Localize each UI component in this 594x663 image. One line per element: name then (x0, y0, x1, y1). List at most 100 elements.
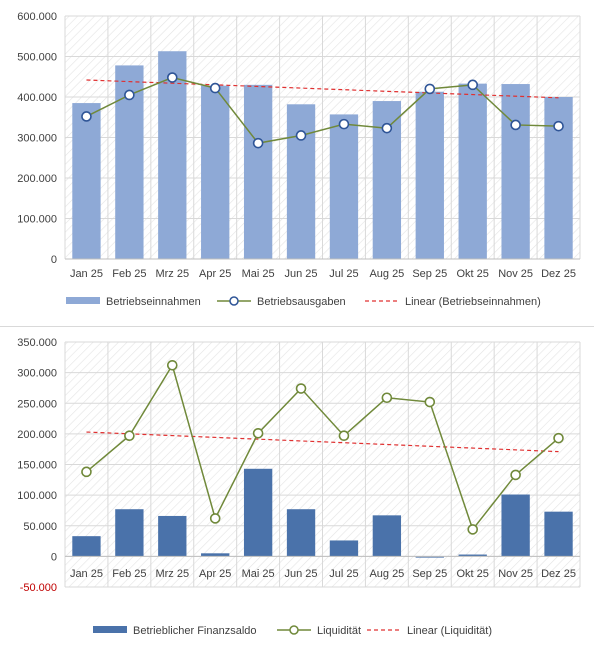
bar (415, 556, 444, 558)
y-tick-label: 350.000 (17, 337, 57, 349)
y-tick-label: 100.000 (17, 214, 57, 226)
x-tick-label: Dez 25 (541, 568, 576, 580)
chart-einnahmen-ausgaben: 0 100.000 200.000 300.000 400.000 500.000 600.… (0, 0, 594, 325)
y-tick-label: 400.000 (17, 92, 57, 104)
x-tick-label: Mrz 25 (155, 568, 189, 580)
legend-label-line: Liquidität (317, 625, 361, 637)
x-tick-label: Feb 25 (112, 268, 146, 280)
bar (458, 83, 487, 259)
line-point (166, 72, 178, 83)
legend-swatch-bars (93, 626, 127, 633)
line-point (252, 137, 264, 149)
bar (458, 554, 487, 557)
x-tick-label: Sep 25 (412, 268, 447, 280)
chart-finanzsaldo-liquiditaet-svg: -50.000 0 50.000 100.000 150.000 200.000 250.0… (17, 337, 581, 637)
line-point (124, 430, 135, 442)
series-line (86, 76, 559, 144)
x-tick-label: Mai 25 (242, 568, 275, 580)
y-tick-label: 50.000 (23, 521, 57, 533)
line-point (338, 430, 350, 442)
y-tick-label: 200.000 (17, 173, 57, 185)
x-tick-label: Apr 25 (199, 568, 231, 580)
chart-finanzsaldo-liquiditaet: -50.000 0 50.000 100.000 150.000 200.000 250.0… (0, 333, 594, 663)
bar (329, 114, 359, 259)
x-tick-label: Mrz 25 (155, 268, 189, 280)
x-tick-label: Jun 25 (285, 268, 318, 280)
bar (158, 51, 187, 259)
y-tick-label: 600.000 (17, 11, 57, 23)
y-tick-label: 150.000 (17, 460, 57, 472)
x-tick-label: Jan 25 (70, 568, 103, 580)
legend-swatch-marker (289, 625, 299, 635)
line-point (209, 513, 221, 524)
line-point (510, 119, 521, 131)
bar (72, 103, 101, 259)
y-tick-label: 300.000 (17, 368, 57, 380)
legend-label-trend: Linear (Betriebseinnahmen) (405, 296, 541, 308)
x-tick-label: Jul 25 (329, 568, 358, 580)
y-tick-label: 200.000 (17, 429, 57, 441)
legend-swatch-marker (229, 296, 239, 306)
bar (243, 468, 273, 557)
y-tick-label: 0 (51, 254, 57, 266)
trendline (86, 431, 559, 453)
x-tick-label: Sep 25 (412, 568, 447, 580)
bar (286, 509, 316, 557)
line-point (424, 83, 436, 95)
line-point (553, 432, 564, 444)
bar (201, 553, 230, 557)
line-point (424, 396, 436, 408)
legend-label-bars: Betrieblicher Finanzsaldo (133, 625, 257, 637)
legend-label-line: Betriebsausgaben (257, 296, 346, 308)
line-point (209, 82, 221, 94)
line-point (295, 383, 307, 394)
bar (372, 515, 402, 557)
bar (158, 515, 187, 557)
line-point (81, 111, 92, 122)
x-tick-label: Mai 25 (242, 268, 275, 280)
line-point (295, 130, 307, 141)
y-tick-label: 300.000 (17, 133, 57, 145)
x-tick-label: Dez 25 (541, 268, 576, 280)
x-tick-label: Nov 25 (498, 568, 533, 580)
x-tick-label: Aug 25 (369, 568, 404, 580)
line-point (338, 118, 350, 130)
line-point (467, 79, 479, 91)
series-line (85, 363, 560, 531)
trendline (86, 79, 559, 99)
x-tick-label: Nov 25 (498, 268, 533, 280)
bar (243, 84, 273, 259)
bar (115, 509, 144, 557)
x-tick-label: Aug 25 (369, 268, 404, 280)
legend-swatch-bars (66, 297, 100, 304)
line-point (467, 524, 479, 535)
bar (501, 84, 530, 259)
bar (72, 536, 101, 557)
y-tick-label: 0 (51, 551, 57, 563)
y-tick-label: 500.000 (17, 52, 57, 64)
x-tick-label: Feb 25 (112, 568, 146, 580)
x-tick-label: Okt 25 (457, 568, 489, 580)
legend-label-trend: Linear (Liquidität) (407, 625, 492, 637)
line-point (510, 469, 521, 481)
x-tick-label: Jul 25 (329, 268, 358, 280)
line-point (553, 120, 564, 132)
y-tick-label: 100.000 (17, 490, 57, 502)
x-tick-label: Okt 25 (457, 268, 489, 280)
line-point (166, 359, 178, 371)
line-point (81, 466, 92, 478)
line-point (381, 392, 393, 404)
line-point (124, 89, 135, 101)
y-tick-label: -50.000 (20, 582, 57, 594)
legend-label-bars: Betriebseinnahmen (106, 296, 201, 308)
chart-einnahmen-ausgaben-svg: 0 100.000 200.000 300.000 400.000 500.000 600.… (17, 11, 581, 308)
bar (415, 91, 444, 259)
bar (286, 104, 316, 259)
x-tick-label: Jun 25 (285, 568, 318, 580)
x-tick-label: Jan 25 (70, 268, 103, 280)
bar (201, 85, 230, 259)
line-point (252, 427, 264, 439)
bar (329, 540, 359, 557)
y-tick-label: 250.000 (17, 398, 57, 410)
x-tick-label: Apr 25 (199, 268, 231, 280)
